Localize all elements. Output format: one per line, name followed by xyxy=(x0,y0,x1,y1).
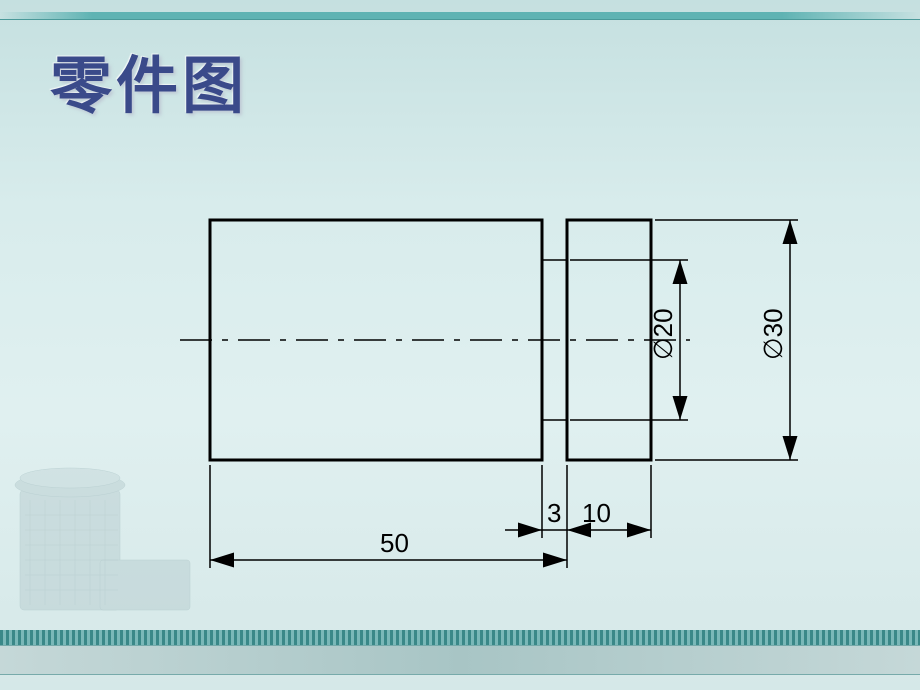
dim-d30-label: ∅30 xyxy=(758,308,788,360)
decorative-bottom-bar xyxy=(0,630,920,680)
decorative-top-line xyxy=(0,12,920,20)
engineering-drawing: 50 3 10 ∅20 ∅30 xyxy=(150,140,870,620)
dim-3-label: 3 xyxy=(547,498,561,528)
dim-d20-label: ∅20 xyxy=(648,308,678,360)
dim-10-label: 10 xyxy=(582,498,611,528)
page-title: 零件图 xyxy=(50,35,248,125)
dim-50-label: 50 xyxy=(380,528,409,558)
